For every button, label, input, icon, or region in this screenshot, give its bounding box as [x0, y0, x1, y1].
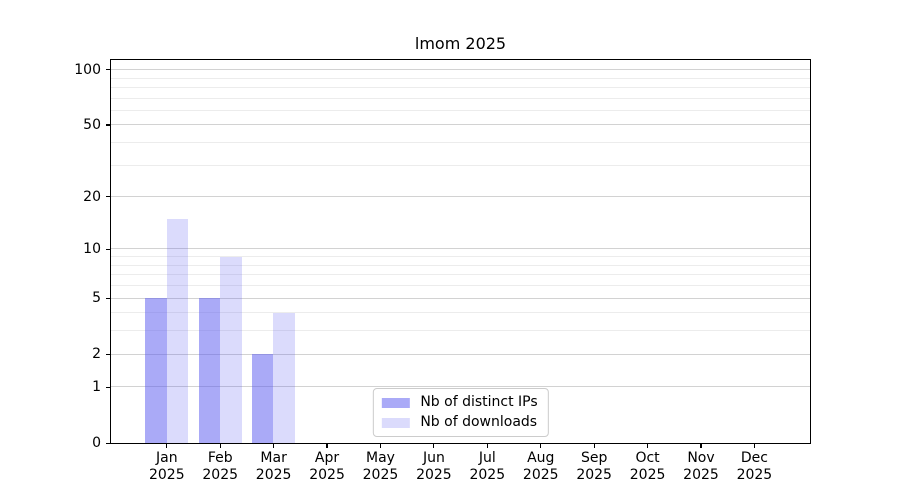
y-tick [106, 386, 110, 388]
y-tick-label: 50 [83, 117, 101, 134]
major-gridline [111, 297, 810, 299]
bar-downloads-mar [273, 312, 295, 443]
bar-downloads-jan [166, 218, 189, 443]
y-tick [106, 69, 110, 71]
y-tick-label: 20 [83, 188, 101, 205]
legend-label-downloads: Nb of downloads [420, 414, 538, 430]
bar-distinct-ips-mar [251, 354, 274, 443]
y-tick-label: 1 [92, 379, 101, 396]
major-gridline [111, 196, 810, 198]
y-tick-label: 10 [83, 241, 101, 258]
major-gridline [111, 353, 810, 355]
x-tick-label: Jul 2025 [469, 450, 506, 483]
major-gridline [111, 124, 810, 126]
major-gridline [111, 69, 810, 71]
x-tick [166, 444, 168, 449]
x-tick-label: Jun 2025 [416, 450, 452, 483]
x-tick [646, 444, 649, 449]
legend: Nb of distinct IPs Nb of downloads [372, 388, 549, 437]
x-tick-label: Nov 2025 [683, 450, 719, 483]
y-tick [106, 353, 110, 355]
y-tick [106, 248, 110, 250]
minor-gridline [111, 77, 810, 79]
legend-swatch-distinct-ips [381, 397, 410, 408]
minor-gridline [111, 312, 810, 314]
minor-gridline [111, 256, 810, 258]
x-tick-label: Dec 2025 [736, 450, 773, 483]
minor-gridline [111, 274, 810, 276]
y-tick [106, 196, 110, 198]
x-tick-label: Feb 2025 [202, 450, 239, 483]
x-tick [326, 444, 328, 449]
y-tick-label: 5 [92, 290, 101, 307]
x-tick [433, 444, 435, 449]
legend-item-downloads: Nb of downloads [381, 415, 537, 430]
x-tick [700, 444, 702, 449]
y-tick [106, 124, 110, 126]
y-tick [106, 297, 110, 299]
minor-gridline [111, 285, 810, 287]
minor-gridline [111, 97, 810, 99]
x-tick-label: Aug 2025 [522, 450, 559, 483]
minor-gridline [111, 264, 810, 266]
x-tick-label: May 2025 [362, 450, 399, 483]
minor-gridline [111, 142, 810, 144]
x-tick [753, 444, 755, 449]
minor-gridline [111, 109, 810, 111]
x-tick [540, 444, 542, 449]
legend-swatch-downloads [381, 417, 410, 428]
legend-label-distinct-ips: Nb of distinct IPs [420, 394, 538, 410]
minor-gridline [111, 330, 810, 332]
minor-gridline [111, 164, 810, 166]
x-tick [273, 444, 275, 449]
y-tick-label: 0 [92, 435, 101, 452]
minor-gridline [111, 86, 810, 88]
y-tick-label: 100 [74, 61, 101, 78]
y-tick-label: 2 [92, 346, 101, 363]
chart-title: lmom 2025 [414, 34, 507, 53]
y-tick [106, 442, 110, 444]
plot-area: Nb of distinct IPs Nb of downloads [110, 59, 811, 444]
major-gridline [111, 248, 810, 250]
x-tick [219, 444, 221, 449]
bar-downloads-feb [220, 256, 242, 443]
x-tick-label: Jan 2025 [148, 450, 185, 483]
x-tick-label: Mar 2025 [255, 450, 292, 483]
x-tick [379, 444, 382, 449]
major-gridline [111, 386, 810, 388]
bar-distinct-ips-feb [198, 298, 221, 443]
legend-item-distinct-ips: Nb of distinct IPs [381, 394, 538, 410]
x-tick-label: Apr 2025 [309, 450, 345, 483]
x-tick-label: Oct 2025 [629, 450, 666, 483]
bar-distinct-ips-jan [145, 298, 167, 443]
x-tick [593, 444, 595, 449]
x-tick [486, 444, 488, 449]
x-tick-label: Sep 2025 [576, 450, 612, 483]
